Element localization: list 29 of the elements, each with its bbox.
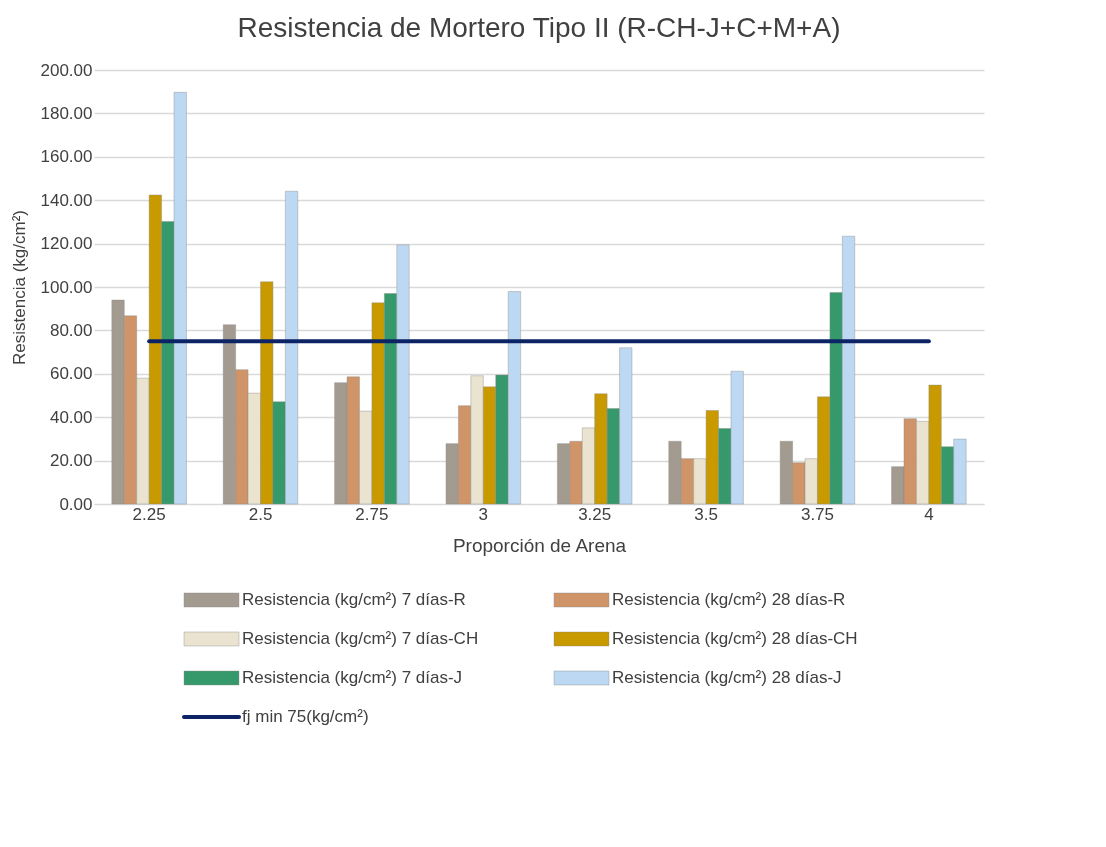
y-tick-label: 120.00: [40, 234, 93, 254]
x-axis-title: Proporción de Arena: [452, 534, 627, 556]
x-tick-label: 2.75: [355, 504, 389, 524]
x-tick-label: 3.75: [800, 504, 835, 524]
x-tick-label: 2.25: [132, 504, 166, 524]
legend-label: Resistencia (kg/cm²) 7 días-R: [242, 590, 466, 609]
y-tick-label: 180.00: [40, 103, 93, 123]
y-tick-label: 60.00: [49, 364, 93, 384]
x-tick-label: 4: [924, 504, 934, 524]
y-tick-label: 80.00: [49, 320, 93, 340]
legend-label: Resistencia (kg/cm²) 7 días-CH: [242, 629, 479, 648]
legend-label: Resistencia (kg/cm²) 28 días-CH: [612, 629, 858, 648]
legend-label: Resistencia (kg/cm²) 28 días-J: [612, 668, 842, 687]
y-tick-label: 40.00: [49, 407, 93, 427]
chart-title: Resistencia de Mortero Tipo II (R-CH-J+C+M+A): [237, 12, 841, 43]
y-tick-label: 160.00: [40, 147, 93, 167]
legend-label: fj min 75(kg/cm²): [242, 707, 369, 726]
x-tick-label: 3.25: [578, 504, 612, 524]
y-tick-label: 20.00: [49, 451, 93, 471]
legend-label: Resistencia (kg/cm²) 7 días-J: [242, 668, 463, 687]
y-tick-label: 0.00: [59, 494, 93, 514]
y-axis-title: Resistencia (kg/cm²): [9, 210, 29, 365]
y-tick-label: 100.00: [40, 277, 93, 297]
x-tick-label: 3.5: [694, 504, 718, 524]
legend-label: Resistencia (kg/cm²) 28 días-R: [612, 590, 846, 609]
y-tick-label: 140.00: [40, 190, 93, 210]
x-tick-label: 2.5: [248, 504, 273, 524]
x-tick-label: 3: [478, 504, 489, 524]
y-tick-label: 200.00: [40, 60, 93, 80]
